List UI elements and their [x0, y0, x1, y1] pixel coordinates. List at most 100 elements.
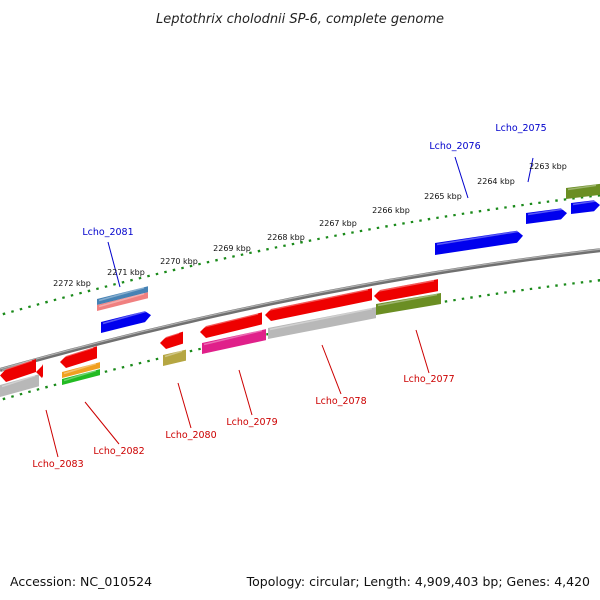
inner-tick-mark [155, 357, 159, 361]
gene-block-reverse-shine [201, 313, 259, 329]
inner-tick-mark [189, 349, 193, 353]
label-leader-line [45, 409, 59, 458]
outer-tick-mark [53, 298, 57, 302]
gene-block-reverse-shine [269, 307, 373, 331]
outer-tick-mark [181, 266, 184, 270]
gene-block-reverse-shine [203, 329, 263, 346]
gene-block-reverse [0, 359, 36, 382]
outer-tick-mark [155, 272, 159, 276]
gene-block-reverse [60, 346, 97, 368]
gene-block-reverse [163, 349, 186, 366]
outer-tick-mark [215, 258, 218, 262]
inner-tick-mark [138, 361, 142, 365]
gene-block-reverse [200, 312, 262, 338]
gene-label: Lcho_2075 [495, 123, 546, 134]
gene-label: Lcho_2081 [82, 227, 133, 238]
outer-tick-mark [87, 289, 91, 293]
outer-tick-mark [19, 307, 23, 311]
feature-stripe [97, 292, 148, 311]
feature-stripe-shine [63, 362, 97, 375]
gene-block-reverse [376, 293, 441, 315]
outer-tick-mark [249, 251, 252, 255]
gene-block-reverse-shine [161, 332, 180, 340]
gene-block-forward-shine [572, 200, 597, 206]
gene-label: Lcho_2079 [226, 417, 277, 428]
gene-block-reverse-shine [375, 279, 435, 293]
inner-tick-mark [121, 365, 125, 369]
gene-block-forward [566, 183, 600, 199]
feature-tracks [0, 183, 600, 397]
outer-tick-mark [96, 287, 99, 291]
outer-tick-mark [164, 270, 167, 274]
outer-tick-mark [130, 278, 133, 282]
gene-block-reverse-shine [1, 374, 36, 388]
label-leader-line [321, 344, 342, 395]
gene-block-reverse-shine [164, 350, 183, 358]
outer-tick-mark [11, 310, 14, 313]
outer-tick-mark [36, 303, 40, 306]
gene-block-reverse-shine [1, 359, 33, 372]
gene-block-reverse-shine [61, 347, 94, 359]
label-leader-line [527, 157, 534, 183]
gene-block-reverse [265, 288, 372, 321]
tick-label: 2264 kbp [477, 177, 515, 186]
tick-label: 2265 kbp [424, 192, 462, 201]
tick-label: 2270 kbp [160, 257, 198, 266]
outer-tick-mark [172, 268, 176, 272]
backbone-highlight [0, 248, 600, 370]
outer-tick-mark [79, 291, 82, 295]
inner-tick-mark [198, 347, 201, 351]
genome-backbone [0, 248, 600, 372]
gene-block-reverse [0, 374, 39, 397]
label-leaders [45, 156, 534, 458]
backbone-line [0, 248, 600, 372]
gene-block-reverse [268, 307, 376, 339]
inner-tick-mark [36, 388, 40, 391]
tick-label: 2266 kbp [372, 206, 410, 215]
map-title: Leptothrix cholodnii SP-6, complete geno… [156, 12, 444, 27]
gene-label: Lcho_2077 [403, 374, 454, 385]
gene-block-forward-shine [436, 230, 520, 246]
label-leader-line [84, 401, 120, 445]
gene-block-forward-shine [567, 184, 597, 191]
label-leader-line [454, 156, 469, 199]
gene-label: Lcho_2078 [315, 396, 366, 407]
gene-block-forward-shine [102, 310, 148, 325]
gene-block-forward-shine [527, 208, 564, 216]
inner-tick-mark [130, 363, 133, 367]
gene-block-forward [571, 200, 600, 214]
inner-tick-mark [104, 370, 108, 373]
gene-block-forward [101, 311, 151, 333]
outer-tick-ring [2, 194, 600, 316]
gene-block-reverse [374, 279, 438, 302]
feature-stripe [62, 369, 100, 385]
feature-stripe-shine [63, 369, 97, 382]
label-leader-line [177, 382, 192, 429]
gene-block-forward [435, 230, 523, 255]
gene-block-reverse [202, 329, 266, 354]
tick-labels: 2263 kbp 2264 kbp 2265 kbp 2266 kbp 2267 kbp… [53, 162, 567, 288]
inner-tick-mark [2, 397, 6, 401]
outer-tick-mark [2, 312, 6, 316]
feature-stripe-shine [98, 287, 145, 302]
tick-label: 2267 kbp [319, 219, 357, 228]
feature-stripe [97, 286, 148, 305]
inner-tick-mark [19, 392, 23, 396]
gene-block-reverse-shine [377, 293, 438, 307]
gene-label: Lcho_2076 [429, 141, 480, 152]
outer-tick-mark [240, 253, 244, 256]
outer-tick-mark [223, 257, 227, 260]
tick-label: 2263 kbp [529, 162, 567, 171]
label-leader-line [238, 369, 253, 416]
outer-tick-mark [62, 296, 65, 299]
genome-summary-text: Topology: circular; Length: 4,909,403 bp… [246, 574, 590, 589]
outer-tick-mark [232, 255, 235, 258]
outer-tick-mark [104, 285, 108, 288]
gene-block-reverse [160, 331, 183, 349]
tick-label: 2268 kbp [267, 233, 305, 242]
outer-tick-mark [70, 293, 74, 297]
outer-tick-mark [257, 249, 261, 253]
tick-label: 2272 kbp [53, 279, 91, 288]
outer-tick-mark [189, 264, 193, 268]
outer-tick-mark [206, 260, 210, 264]
